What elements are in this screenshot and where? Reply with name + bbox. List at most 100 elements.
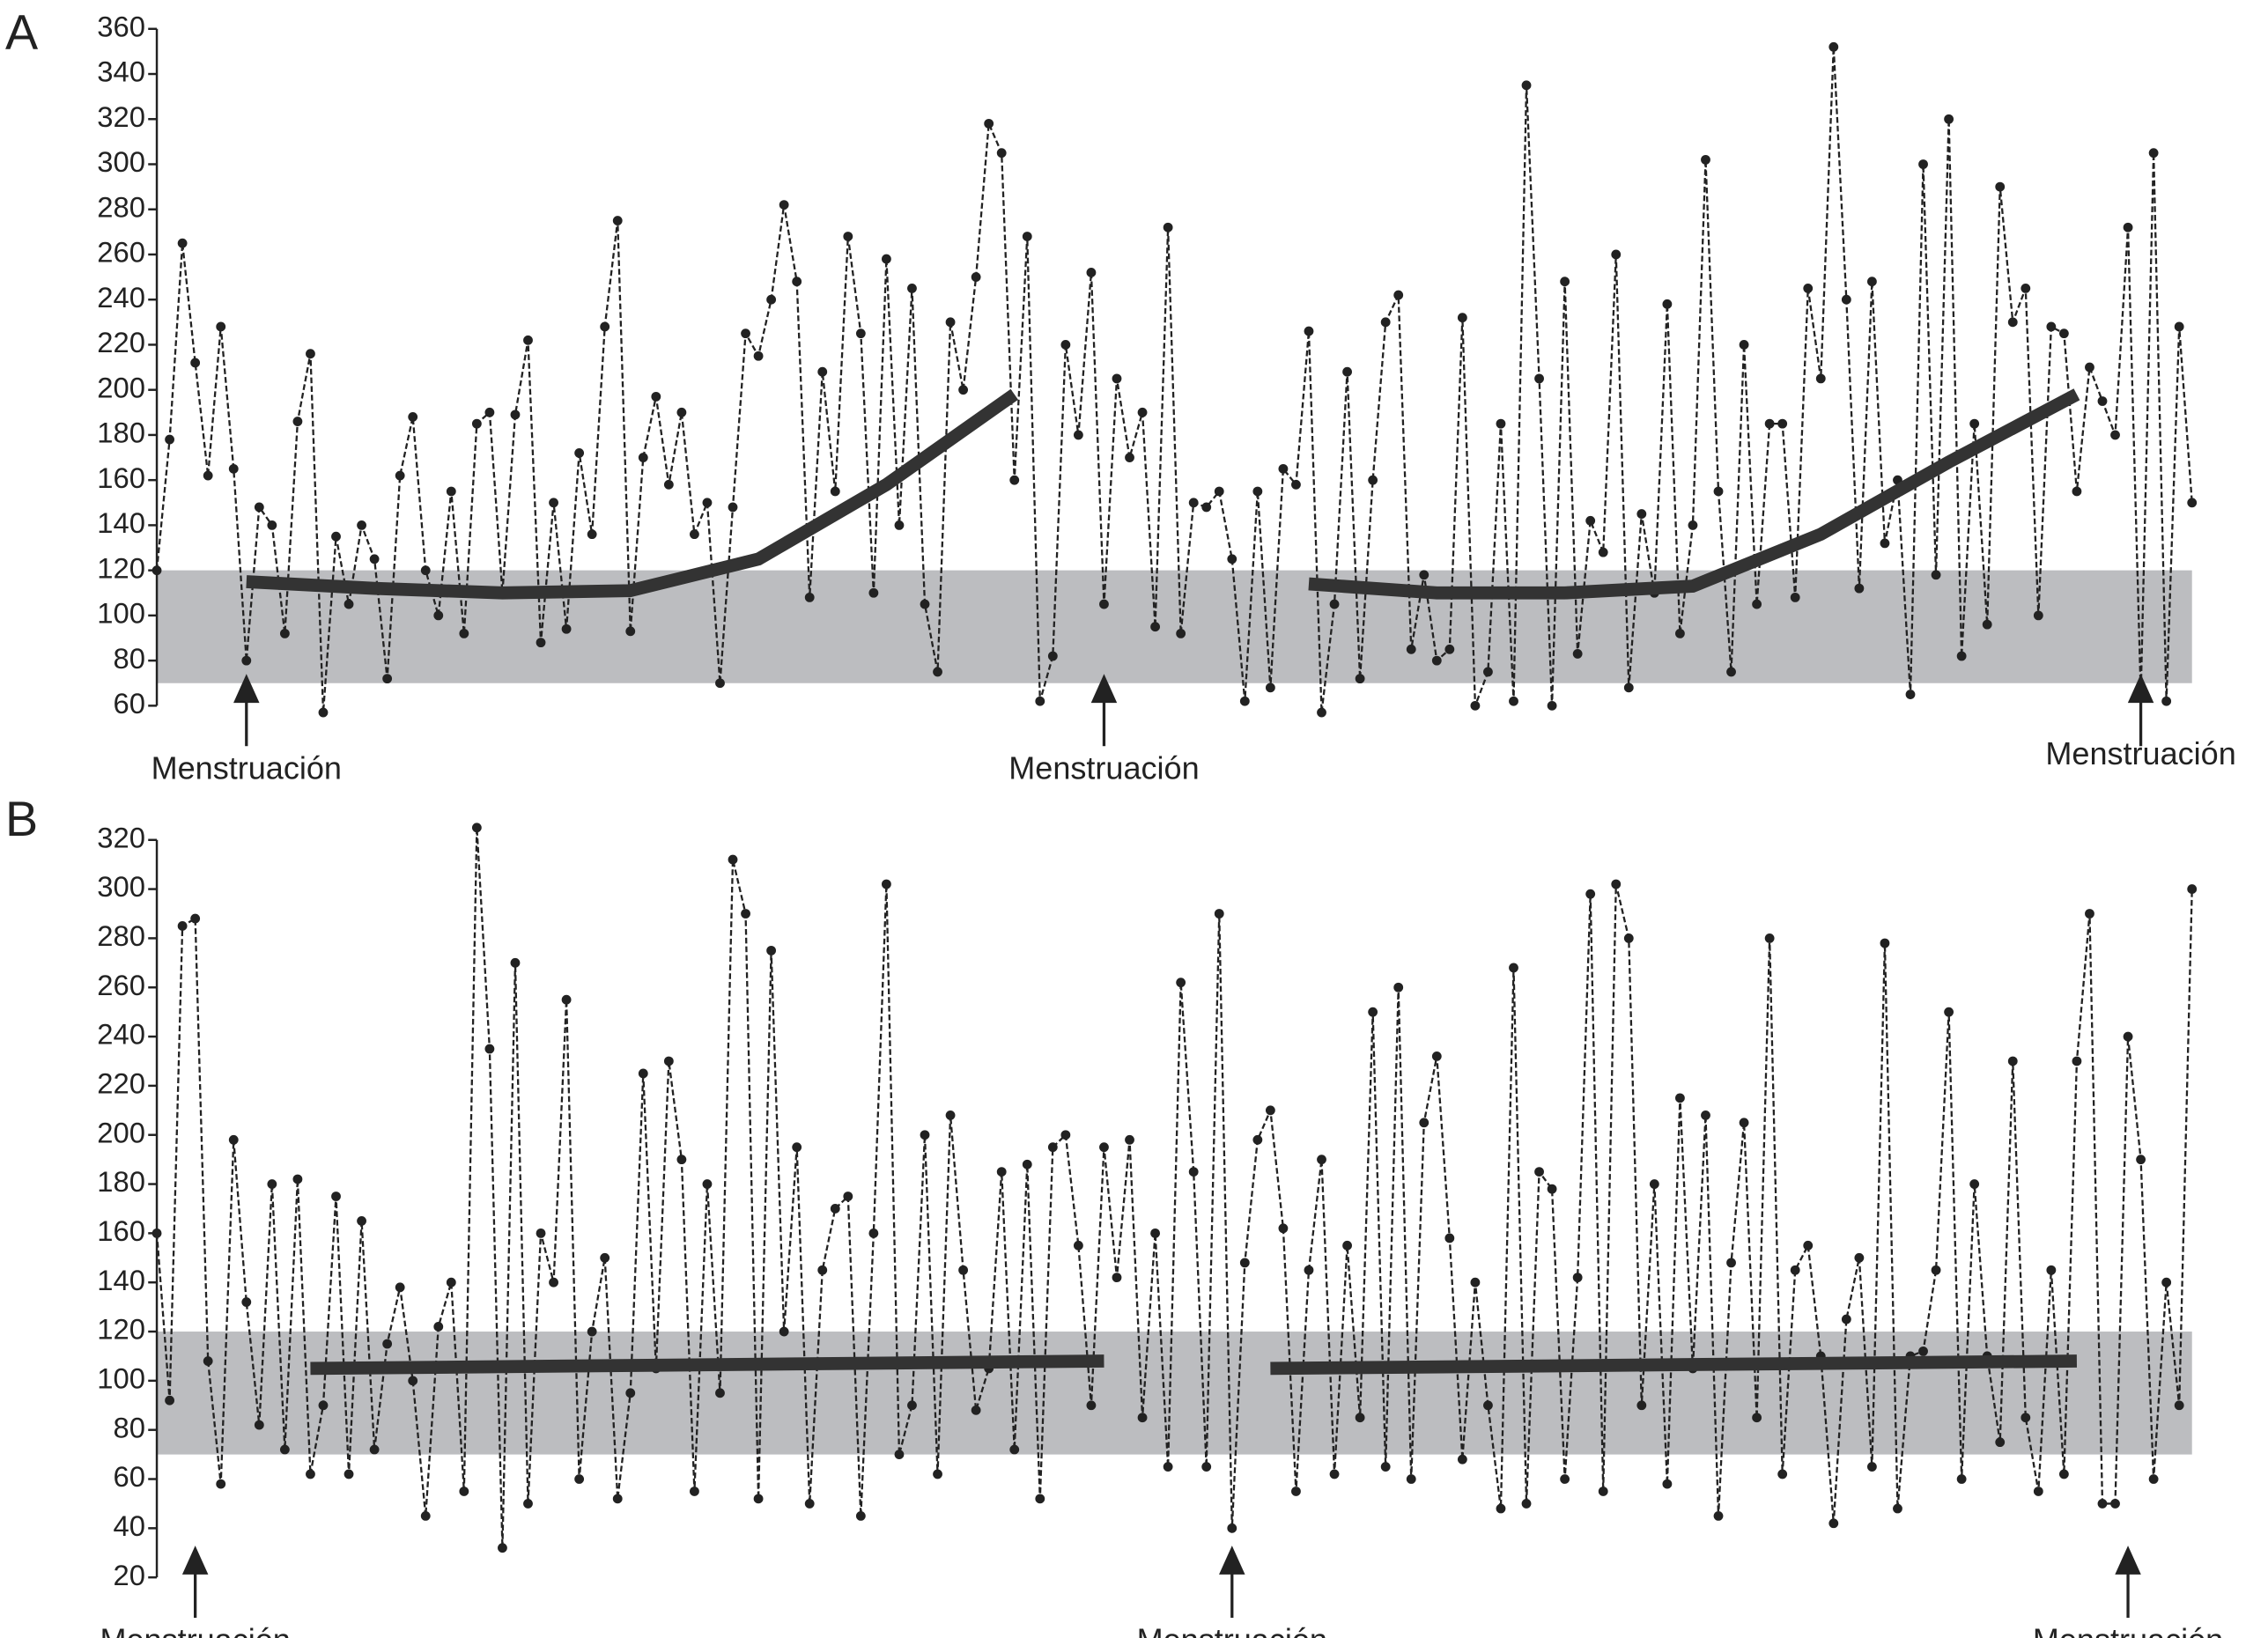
data-point xyxy=(1956,651,1967,661)
data-point xyxy=(1572,1273,1583,1283)
data-point xyxy=(1035,696,1045,706)
data-point xyxy=(1854,1252,1865,1263)
y-tick-label: 300 xyxy=(97,145,145,178)
data-point xyxy=(663,479,674,490)
data-point xyxy=(830,1204,840,1214)
data-point xyxy=(1457,313,1467,323)
data-point xyxy=(1521,80,1532,91)
data-point xyxy=(1419,1118,1430,1128)
data-point xyxy=(216,1479,226,1489)
trend-line xyxy=(1308,388,2080,600)
data-point xyxy=(1854,583,1865,594)
data-point xyxy=(1060,1130,1071,1140)
data-point xyxy=(318,1400,329,1411)
data-point xyxy=(715,678,725,689)
y-tick-label: 40 xyxy=(113,1509,144,1542)
data-point xyxy=(1739,1118,1749,1128)
data-point xyxy=(1585,889,1596,899)
data-point xyxy=(1547,1184,1557,1194)
data-point xyxy=(728,502,738,513)
data-point xyxy=(420,1510,431,1521)
data-point xyxy=(203,470,213,481)
data-point xyxy=(1739,340,1749,350)
data-point xyxy=(958,1265,969,1275)
data-point xyxy=(267,1179,277,1189)
data-point xyxy=(408,1376,418,1386)
data-point xyxy=(868,1228,879,1238)
data-point xyxy=(1483,667,1493,677)
data-point xyxy=(1598,547,1608,557)
arrow-head xyxy=(2127,674,2154,704)
data-point xyxy=(2058,328,2069,339)
data-point xyxy=(1726,1258,1736,1268)
data-point xyxy=(549,1277,558,1288)
data-point xyxy=(1623,933,1634,943)
data-point xyxy=(331,531,341,542)
data-point xyxy=(625,626,636,637)
data-point xyxy=(331,1192,341,1201)
data-point xyxy=(1355,674,1365,684)
data-point xyxy=(357,520,366,530)
data-point xyxy=(2085,909,2094,919)
data-point xyxy=(1022,1159,1032,1169)
data-point xyxy=(254,502,264,513)
data-point xyxy=(216,321,226,332)
data-point xyxy=(1291,1487,1301,1496)
data-point xyxy=(2161,696,2172,706)
data-point xyxy=(1444,644,1455,654)
data-point xyxy=(1956,1474,1967,1484)
data-point xyxy=(753,350,764,361)
data-point xyxy=(318,707,329,718)
data-point xyxy=(1815,373,1826,384)
data-point xyxy=(1086,1400,1097,1411)
data-point xyxy=(1777,418,1788,429)
data-point xyxy=(190,913,201,924)
data-point xyxy=(1252,1134,1263,1145)
data-point xyxy=(1278,463,1289,474)
data-point xyxy=(203,1356,213,1366)
data-point xyxy=(382,674,393,684)
data-point xyxy=(1982,619,1992,630)
data-point xyxy=(1764,933,1775,943)
y-tick-label: 260 xyxy=(97,236,145,269)
data-point xyxy=(1342,1240,1352,1251)
data-point xyxy=(2046,1265,2057,1275)
data-point xyxy=(1022,232,1032,241)
data-point xyxy=(2110,430,2120,440)
data-point xyxy=(1163,222,1173,232)
annotation: Menstruación xyxy=(151,750,342,786)
data-point xyxy=(1496,1503,1506,1514)
data-point xyxy=(279,628,290,638)
data-point xyxy=(1918,159,1928,169)
data-point xyxy=(369,554,380,564)
data-point xyxy=(1777,1469,1788,1479)
annotation: Menstruación xyxy=(1008,750,1199,786)
data-point xyxy=(1099,599,1109,609)
data-point xyxy=(2046,321,2057,332)
data-point xyxy=(1995,181,2006,192)
data-point xyxy=(907,283,917,293)
data-point xyxy=(920,1130,930,1140)
data-point xyxy=(344,599,354,609)
data-point xyxy=(1406,644,1416,654)
data-point xyxy=(1969,418,1980,429)
annotation: Menstruación xyxy=(1137,1621,1327,1638)
y-tick-label: 280 xyxy=(97,919,145,952)
data-point xyxy=(306,1469,315,1479)
data-point xyxy=(1752,1413,1762,1423)
data-line xyxy=(155,827,2193,1548)
data-point xyxy=(151,565,162,576)
y-tick-label: 180 xyxy=(97,417,145,449)
data-point xyxy=(843,1192,853,1201)
data-point xyxy=(1688,520,1698,530)
trend-line xyxy=(310,1354,1104,1376)
data-point xyxy=(1598,1487,1608,1496)
data-point xyxy=(1803,283,1814,293)
data-point xyxy=(382,1339,393,1349)
y-tick-label: 200 xyxy=(97,371,145,403)
data-point xyxy=(651,391,661,402)
data-point xyxy=(2136,1155,2146,1165)
data-point xyxy=(2033,1487,2043,1496)
data-point xyxy=(702,498,713,508)
